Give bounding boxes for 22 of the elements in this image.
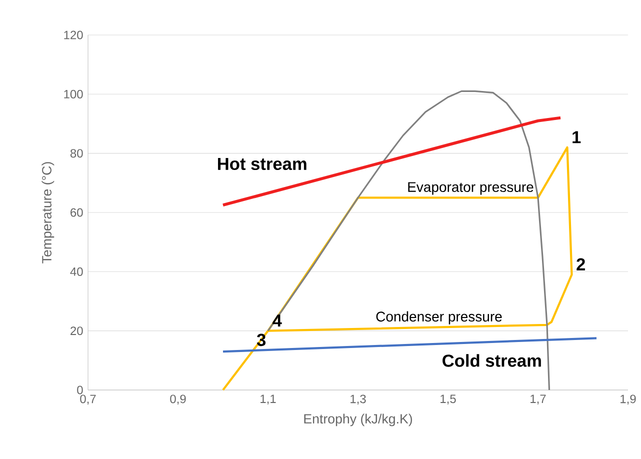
x-tick-label: 1,3 (350, 394, 366, 405)
x-tick-label: 1,9 (620, 394, 636, 405)
x-tick-label: 1,5 (440, 394, 456, 404)
annotation: 2 (576, 258, 585, 270)
annotation: Evaporator pressure (408, 182, 534, 195)
series-label: Hot stream (218, 158, 306, 170)
y-tick-label: 20 (70, 326, 83, 336)
x-tick-label: 0,7 (80, 394, 96, 405)
x-tick-label: 1,1 (260, 394, 276, 404)
series-label: Cold stream (442, 354, 541, 367)
x-tick-label: 0,9 (170, 394, 186, 405)
y-tick-label: 120 (64, 30, 83, 40)
annotation: Condenser pressure (376, 311, 502, 324)
x-axis-title: Entrophy (kJ/kg.K) (304, 414, 412, 426)
y-tick-label: 80 (70, 149, 83, 158)
y-axis-title: Temperature (°C) (42, 162, 54, 264)
y-tick-label: 40 (70, 267, 83, 276)
x-tick-label: 1,7 (530, 394, 546, 404)
annotation: 1 (572, 131, 581, 144)
y-tick-label: 60 (70, 208, 83, 217)
y-tick-label: 100 (64, 90, 83, 98)
y-tick-label: 0 (77, 386, 83, 394)
